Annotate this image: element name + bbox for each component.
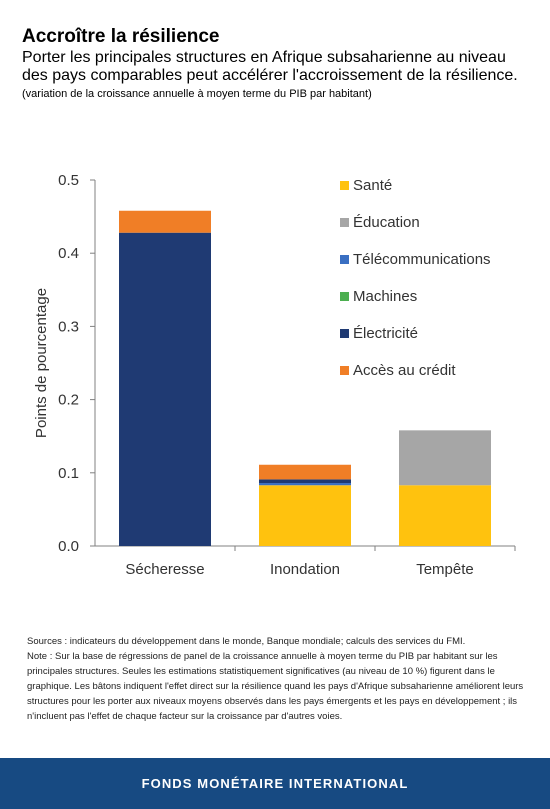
footer-label: FONDS MONÉTAIRE INTERNATIONAL (141, 776, 409, 791)
y-tick-label: 0.5 (58, 172, 79, 189)
x-tick-label: Tempête (416, 561, 474, 578)
bar-segment (259, 464, 351, 480)
y-tick-label: 0.4 (58, 245, 79, 262)
bar-segment (399, 485, 491, 546)
bar-segment (259, 483, 351, 486)
chart-header: Accroître la résilience Porter les princ… (22, 26, 532, 101)
stacked-bar-chart: 0.0 0.1 0.2 0.3 0.4 0.5 Points de pourcentage S… (33, 172, 516, 578)
legend-label: Accès au crédit (353, 362, 456, 379)
y-tick-label: 0.0 (58, 538, 79, 555)
legend-swatch (340, 255, 349, 264)
y-tick-label: 0.3 (58, 318, 79, 335)
x-tick-label: Sécheresse (125, 561, 204, 578)
chart-subtitle: Porter les principales structures en Afr… (22, 49, 518, 84)
legend-label: Télécommunications (353, 251, 491, 268)
legend-label: Éducation (353, 214, 420, 231)
footnotes: Sources : indicateurs du développement d… (27, 634, 527, 724)
legend-swatch (340, 292, 349, 301)
y-tick-label: 0.1 (58, 465, 79, 482)
y-tick-label: 0.2 (58, 392, 79, 409)
footer-banner: FONDS MONÉTAIRE INTERNATIONAL (0, 758, 550, 809)
unit-note: (variation de la croissance annuelle à m… (22, 88, 372, 100)
legend-label: Machines (353, 288, 417, 305)
sources-text: Sources : indicateurs du développement d… (27, 636, 466, 647)
bar-segment (119, 210, 211, 233)
legend-swatch (340, 329, 349, 338)
legend-label: Électricité (353, 325, 418, 342)
bar-segment (119, 232, 211, 546)
bar-segment (259, 485, 351, 546)
x-tick-label: Inondation (270, 561, 340, 578)
legend-swatch (340, 181, 349, 190)
bar-segment (399, 430, 491, 486)
legend-swatch (340, 218, 349, 227)
legend-swatch (340, 366, 349, 375)
bar-segment (259, 479, 351, 484)
note-text: Note : Sur la base de régressions de pan… (27, 651, 524, 722)
legend-label: Santé (353, 177, 392, 194)
y-axis-label: Points de pourcentage (33, 288, 50, 438)
chart-title: Accroître la résilience (22, 26, 220, 47)
